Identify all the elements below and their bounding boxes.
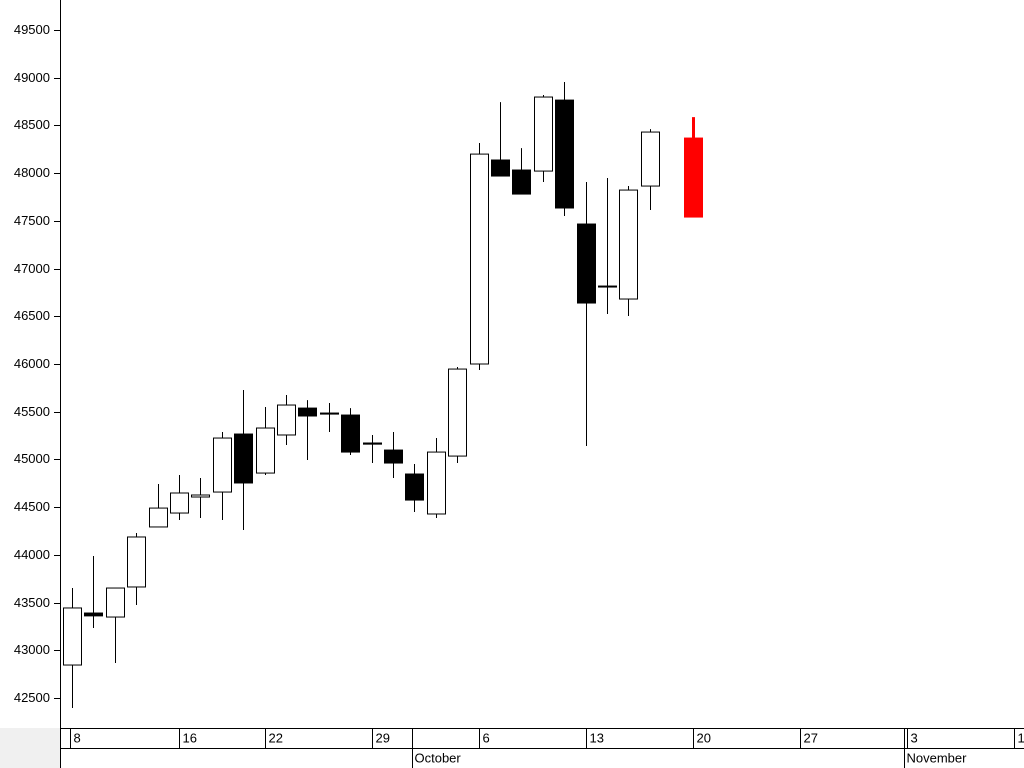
y-tick-label: 44500 bbox=[14, 499, 50, 514]
candle-body bbox=[234, 433, 253, 484]
x-tick-label: 8 bbox=[74, 730, 81, 745]
candle-body bbox=[684, 137, 703, 218]
candle-body bbox=[363, 442, 382, 445]
candle-body bbox=[170, 492, 189, 514]
x-tick-label: 13 bbox=[590, 730, 604, 745]
candle-body bbox=[641, 131, 660, 187]
month-label: October bbox=[415, 750, 462, 765]
candle-body bbox=[598, 285, 617, 288]
candle-body bbox=[427, 451, 446, 515]
y-tick-label: 43500 bbox=[14, 595, 50, 610]
x-tick-label: 29 bbox=[376, 730, 390, 745]
candle-body bbox=[448, 368, 467, 457]
candle-body bbox=[277, 404, 296, 436]
candle-body bbox=[512, 169, 531, 195]
candle-body bbox=[491, 159, 510, 177]
x-tick-label: 27 bbox=[804, 730, 818, 745]
y-tick-label: 47500 bbox=[14, 213, 50, 228]
month-label: November bbox=[907, 750, 968, 765]
corner bbox=[0, 728, 60, 768]
x-tick-label: 20 bbox=[697, 730, 711, 745]
y-tick-label: 43000 bbox=[14, 642, 50, 657]
candle-body bbox=[106, 587, 125, 618]
y-tick-label: 45000 bbox=[14, 451, 50, 466]
candle-body bbox=[213, 437, 232, 493]
y-tick-label: 49000 bbox=[14, 70, 50, 85]
candle-body bbox=[84, 612, 103, 617]
candle-body bbox=[534, 96, 553, 172]
y-tick-label: 44000 bbox=[14, 547, 50, 562]
candle-body bbox=[149, 507, 168, 528]
candle-body bbox=[191, 494, 210, 498]
candle-body bbox=[405, 473, 424, 501]
x-tick-label: 3 bbox=[911, 730, 918, 745]
x-tick-label: 1 bbox=[1018, 730, 1024, 745]
y-tick-label: 46500 bbox=[14, 308, 50, 323]
y-tick-label: 46000 bbox=[14, 356, 50, 371]
y-tick-label: 47000 bbox=[14, 261, 50, 276]
candle-body bbox=[555, 99, 574, 209]
candle-body bbox=[341, 414, 360, 453]
x-tick-label: 6 bbox=[483, 730, 490, 745]
candle-body bbox=[63, 607, 82, 666]
y-tick-label: 45500 bbox=[14, 404, 50, 419]
candle-body bbox=[320, 412, 339, 415]
candle-body bbox=[619, 189, 638, 300]
x-tick-label: 22 bbox=[269, 730, 283, 745]
candle-body bbox=[577, 223, 596, 304]
x-tick-label: 16 bbox=[183, 730, 197, 745]
candle-body bbox=[298, 407, 317, 417]
candle-body bbox=[384, 449, 403, 464]
candle-body bbox=[256, 427, 275, 474]
y-tick-label: 49500 bbox=[14, 22, 50, 37]
candle-body bbox=[470, 153, 489, 365]
y-tick-label: 48000 bbox=[14, 165, 50, 180]
y-tick-label: 42500 bbox=[14, 690, 50, 705]
candle-body bbox=[127, 536, 146, 588]
y-tick-label: 48500 bbox=[14, 117, 50, 132]
